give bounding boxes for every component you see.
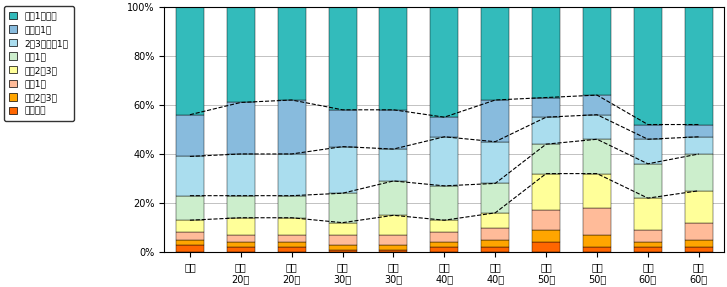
Bar: [430, 117, 458, 137]
Bar: [685, 191, 712, 223]
Bar: [481, 247, 509, 252]
Bar: [583, 208, 611, 235]
Bar: [481, 228, 509, 240]
Bar: [329, 147, 356, 193]
Bar: [329, 250, 356, 252]
Bar: [634, 198, 662, 230]
Legend: 年に1回以下, 半年に1回, 2～3カ月に1回, 月に1回, 月に2～3回, 週に1回, 週に2～3回, ほぼ毎日: 年に1回以下, 半年に1回, 2～3カ月に1回, 月に1回, 月に2～3回, 週…: [4, 6, 74, 121]
Bar: [583, 115, 611, 139]
Bar: [532, 242, 560, 252]
Bar: [634, 7, 662, 125]
Bar: [430, 7, 458, 117]
Bar: [379, 235, 407, 245]
Bar: [379, 215, 407, 235]
Bar: [583, 174, 611, 208]
Bar: [532, 230, 560, 242]
Bar: [176, 156, 204, 196]
Bar: [685, 223, 712, 240]
Bar: [481, 183, 509, 213]
Bar: [329, 223, 356, 235]
Bar: [685, 7, 712, 125]
Bar: [176, 245, 204, 252]
Bar: [379, 110, 407, 149]
Bar: [634, 242, 662, 247]
Bar: [227, 247, 254, 252]
Bar: [227, 7, 254, 102]
Bar: [583, 235, 611, 247]
Bar: [532, 117, 560, 144]
Bar: [176, 240, 204, 245]
Bar: [278, 247, 305, 252]
Bar: [532, 144, 560, 174]
Bar: [227, 235, 254, 242]
Bar: [685, 137, 712, 154]
Bar: [379, 181, 407, 215]
Bar: [685, 240, 712, 247]
Bar: [227, 154, 254, 196]
Bar: [278, 218, 305, 235]
Bar: [583, 7, 611, 95]
Bar: [430, 247, 458, 252]
Bar: [278, 242, 305, 247]
Bar: [634, 125, 662, 139]
Bar: [634, 164, 662, 198]
Bar: [176, 220, 204, 232]
Bar: [430, 242, 458, 247]
Bar: [685, 247, 712, 252]
Bar: [532, 7, 560, 98]
Bar: [532, 98, 560, 117]
Bar: [583, 247, 611, 252]
Bar: [176, 115, 204, 156]
Bar: [481, 100, 509, 142]
Bar: [532, 174, 560, 210]
Bar: [379, 149, 407, 181]
Bar: [481, 213, 509, 228]
Bar: [329, 110, 356, 147]
Bar: [227, 196, 254, 218]
Bar: [278, 154, 305, 196]
Bar: [634, 247, 662, 252]
Bar: [685, 154, 712, 191]
Bar: [329, 7, 356, 110]
Bar: [481, 142, 509, 183]
Bar: [481, 7, 509, 100]
Bar: [430, 232, 458, 242]
Bar: [176, 232, 204, 240]
Bar: [379, 245, 407, 250]
Bar: [481, 240, 509, 247]
Bar: [379, 250, 407, 252]
Bar: [379, 7, 407, 110]
Bar: [329, 235, 356, 245]
Bar: [583, 95, 611, 115]
Bar: [278, 196, 305, 218]
Bar: [634, 139, 662, 164]
Bar: [176, 196, 204, 220]
Bar: [430, 220, 458, 232]
Bar: [227, 218, 254, 235]
Bar: [685, 125, 712, 137]
Bar: [176, 7, 204, 115]
Bar: [329, 193, 356, 223]
Bar: [329, 245, 356, 250]
Bar: [278, 235, 305, 242]
Bar: [227, 242, 254, 247]
Bar: [430, 137, 458, 186]
Bar: [278, 7, 305, 100]
Bar: [634, 230, 662, 242]
Bar: [583, 139, 611, 174]
Bar: [532, 210, 560, 230]
Bar: [278, 100, 305, 154]
Bar: [227, 102, 254, 154]
Bar: [430, 186, 458, 220]
